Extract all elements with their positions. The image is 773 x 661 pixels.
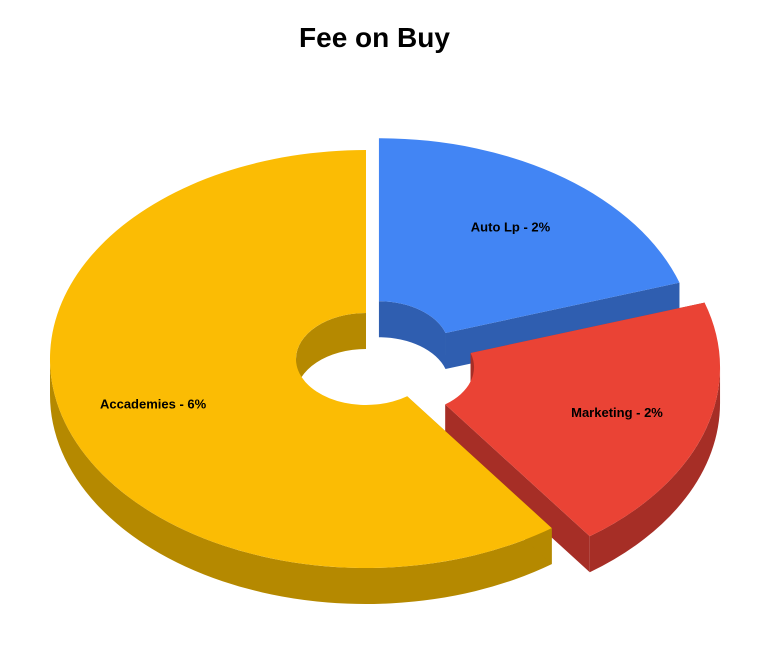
slice-label-auto-lp: Auto Lp - 2% bbox=[471, 220, 551, 235]
slice-tops bbox=[50, 138, 720, 568]
slice-label-marketing: Marketing - 2% bbox=[571, 405, 663, 420]
slice-label-accademies: Accademies - 6% bbox=[100, 397, 207, 412]
